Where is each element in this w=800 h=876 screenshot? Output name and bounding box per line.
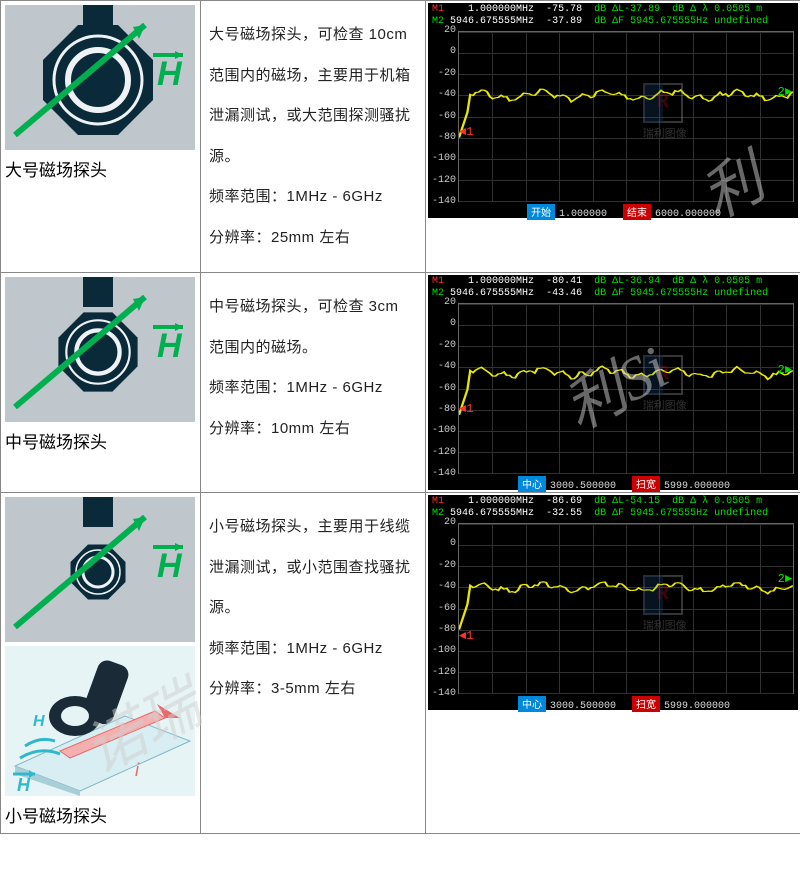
- spectrum-plot: M1 1.000000MHz -75.78 dB ΔL-37.89 dB Δ λ…: [428, 3, 798, 218]
- y-axis: 200-20-40-60-80-100-120-140: [430, 31, 458, 202]
- probe-cable-diagram: H H i: [5, 646, 195, 796]
- plot-grid: ◄1 2► R 瑞利图像: [458, 31, 794, 202]
- svg-text:H: H: [157, 547, 183, 585]
- desc-line: 分辨率：25mm 左右: [209, 218, 417, 259]
- desc-line: 中号磁场探头，可检查 3cm 范围内的磁场。: [209, 287, 417, 368]
- desc-line: 频率范围：1MHz - 6GHz: [209, 629, 417, 670]
- probe-description: 小号磁场探头，主要用于线缆泄漏测试，或小范围查找骚扰源。频率范围：1MHz - …: [201, 493, 425, 724]
- plot-footer: 中心3000.500000 扫宽5999.000000: [458, 476, 794, 490]
- spectrum-plot: M1 1.000000MHz -86.69 dB ΔL-54.15 dB Δ λ…: [428, 495, 798, 710]
- marker-1: ◄1: [459, 125, 473, 139]
- probe-image: H: [5, 497, 195, 642]
- plot-grid: ◄1 2► R 瑞利图像: [458, 523, 794, 694]
- marker-2: 2►: [778, 85, 792, 99]
- spectrum-plot: M1 1.000000MHz -80.41 dB ΔL-36.94 dB Δ λ…: [428, 275, 798, 490]
- probe-illustration: H: [5, 5, 195, 150]
- desc-line: 小号磁场探头，主要用于线缆泄漏测试，或小范围查找骚扰源。: [209, 507, 417, 629]
- svg-text:H: H: [33, 713, 45, 730]
- probe-label: 中号磁场探头: [5, 426, 196, 453]
- plot-header: M1 1.000000MHz -80.41 dB ΔL-36.94 dB Δ λ…: [428, 275, 798, 301]
- marker-2: 2►: [778, 363, 792, 377]
- trace-line: [459, 304, 793, 473]
- y-axis: 200-20-40-60-80-100-120-140: [430, 303, 458, 474]
- marker-1: ◄1: [459, 629, 473, 643]
- plot-footer: 中心3000.500000 扫宽5999.000000: [458, 696, 794, 710]
- probe-description: 大号磁场探头，可检查 10cm 范围内的磁场，主要用于机箱泄漏测试，或大范围探测…: [201, 1, 425, 272]
- svg-text:H: H: [157, 327, 183, 365]
- cable-diagram: H H i: [5, 646, 195, 796]
- trace-line: [459, 32, 793, 201]
- marker-1: ◄1: [459, 402, 473, 416]
- desc-line: 频率范围：1MHz - 6GHz: [209, 177, 417, 218]
- svg-text:H: H: [157, 55, 183, 93]
- probe-illustration: H: [5, 497, 195, 642]
- plot-grid: ◄1 2► R 瑞利图像: [458, 303, 794, 474]
- desc-line: 分辨率：10mm 左右: [209, 409, 417, 450]
- trace-line: [459, 524, 793, 693]
- plot-footer: 开始1.000000 结束6000.000000: [458, 204, 794, 218]
- table-row: H 大号磁场探头 大号磁场探头，可检查 10cm 范围内的磁场，主要用于机箱泄漏…: [1, 1, 800, 273]
- desc-line: 频率范围：1MHz - 6GHz: [209, 368, 417, 409]
- probe-image: H: [5, 5, 195, 150]
- plot-watermark: R 瑞利图像: [643, 575, 687, 633]
- probe-illustration: H: [5, 277, 195, 422]
- desc-line: 分辨率：3-5mm 左右: [209, 669, 417, 710]
- marker-2: 2►: [778, 572, 792, 586]
- probe-cell: H 中号磁场探头: [1, 273, 200, 459]
- probe-description: 中号磁场探头，可检查 3cm 范围内的磁场。频率范围：1MHz - 6GHz分辨…: [201, 273, 425, 463]
- plot-watermark: R 瑞利图像: [643, 83, 687, 141]
- probe-label: 大号磁场探头: [5, 154, 196, 181]
- probe-cell: H H H i 小号磁场探头: [1, 493, 200, 833]
- probe-label: 小号磁场探头: [5, 800, 196, 827]
- svg-text:H: H: [17, 775, 31, 795]
- desc-line: 大号磁场探头，可检查 10cm 范围内的磁场，主要用于机箱泄漏测试，或大范围探测…: [209, 15, 417, 177]
- table-row: H 中号磁场探头 中号磁场探头，可检查 3cm 范围内的磁场。频率范围：1MHz…: [1, 273, 800, 493]
- table-row: H H H i 小号磁场探头 小号磁场探头，主要用于线缆泄漏测试，或小: [1, 493, 800, 834]
- probe-comparison-table: H 大号磁场探头 大号磁场探头，可检查 10cm 范围内的磁场，主要用于机箱泄漏…: [0, 0, 800, 834]
- y-axis: 200-20-40-60-80-100-120-140: [430, 523, 458, 694]
- plot-watermark: R 瑞利图像: [643, 355, 687, 413]
- probe-image: H: [5, 277, 195, 422]
- probe-cell: H 大号磁场探头: [1, 1, 200, 187]
- plot-header: M1 1.000000MHz -86.69 dB ΔL-54.15 dB Δ λ…: [428, 495, 798, 521]
- plot-header: M1 1.000000MHz -75.78 dB ΔL-37.89 dB Δ λ…: [428, 3, 798, 29]
